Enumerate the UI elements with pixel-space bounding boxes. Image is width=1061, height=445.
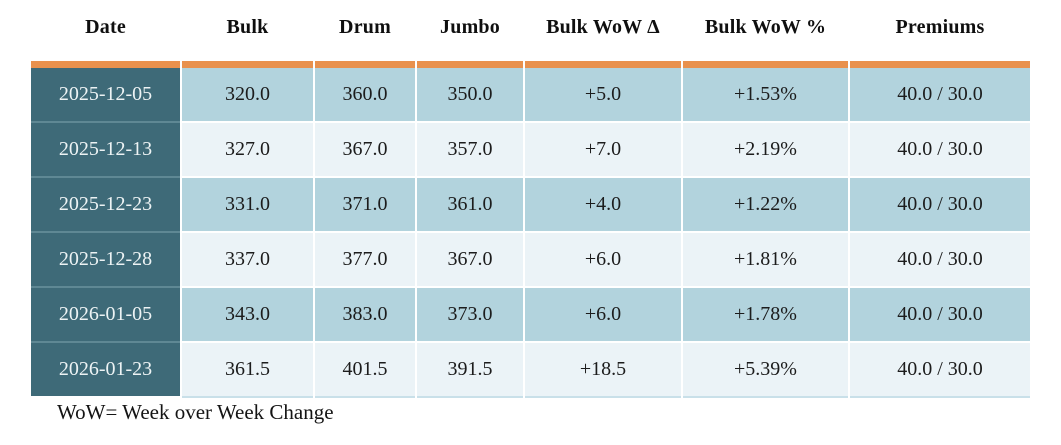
value-cell: +6.0 — [525, 288, 681, 343]
date-cell: 2025-12-05 — [31, 61, 180, 123]
value-cell: +4.0 — [525, 178, 681, 233]
value-cell: 320.0 — [182, 61, 313, 123]
value-cell: 383.0 — [315, 288, 415, 343]
value-cell: +6.0 — [525, 233, 681, 288]
date-cell: 2026-01-05 — [31, 288, 180, 343]
column-header-jumbo: Jumbo — [440, 16, 500, 38]
value-cell: +1.81% — [683, 233, 848, 288]
value-cell: 40.0 / 30.0 — [850, 288, 1030, 343]
value-cell: 327.0 — [182, 123, 313, 178]
column-header-drum: Drum — [339, 16, 391, 38]
value-cell: +1.78% — [683, 288, 848, 343]
value-cell: 40.0 / 30.0 — [850, 123, 1030, 178]
value-cell: +5.0 — [525, 61, 681, 123]
value-cell: 357.0 — [417, 123, 523, 178]
value-cell: 371.0 — [315, 178, 415, 233]
value-cell: +2.19% — [683, 123, 848, 178]
column-header-bulk-wow-delta: Bulk WoW Δ — [546, 16, 660, 38]
value-cell: 350.0 — [417, 61, 523, 123]
value-cell: 367.0 — [417, 233, 523, 288]
column-header-premiums: Premiums — [895, 16, 985, 38]
date-cell: 2025-12-23 — [31, 178, 180, 233]
value-cell: 377.0 — [315, 233, 415, 288]
value-cell: 40.0 / 30.0 — [850, 61, 1030, 123]
value-cell: 401.5 — [315, 343, 415, 398]
value-cell: 360.0 — [315, 61, 415, 123]
value-cell: 337.0 — [182, 233, 313, 288]
value-cell: 331.0 — [182, 178, 313, 233]
value-cell: +1.22% — [683, 178, 848, 233]
value-cell: 391.5 — [417, 343, 523, 398]
value-cell: +5.39% — [683, 343, 848, 398]
value-cell: +7.0 — [525, 123, 681, 178]
column-header-bulk-wow-pct: Bulk WoW % — [704, 16, 827, 38]
footnote: WoW= Week over Week Change — [57, 400, 334, 424]
date-cell: 2026-01-23 — [31, 343, 180, 398]
value-cell: 373.0 — [417, 288, 523, 343]
value-cell: 40.0 / 30.0 — [850, 233, 1030, 288]
column-header-bulk: Bulk — [226, 16, 269, 38]
date-cell: 2025-12-28 — [31, 233, 180, 288]
date-cell: 2025-12-13 — [31, 123, 180, 178]
value-cell: 361.0 — [417, 178, 523, 233]
value-cell: 361.5 — [182, 343, 313, 398]
column-header-date: Date — [85, 16, 126, 38]
value-cell: +1.53% — [683, 61, 848, 123]
value-cell: 40.0 / 30.0 — [850, 343, 1030, 398]
value-cell: 343.0 — [182, 288, 313, 343]
value-cell: 367.0 — [315, 123, 415, 178]
price-table: Date Bulk Drum Jumbo Bulk WoW Δ Bulk WoW… — [31, 8, 1030, 398]
value-cell: 40.0 / 30.0 — [850, 178, 1030, 233]
value-cell: +18.5 — [525, 343, 681, 398]
